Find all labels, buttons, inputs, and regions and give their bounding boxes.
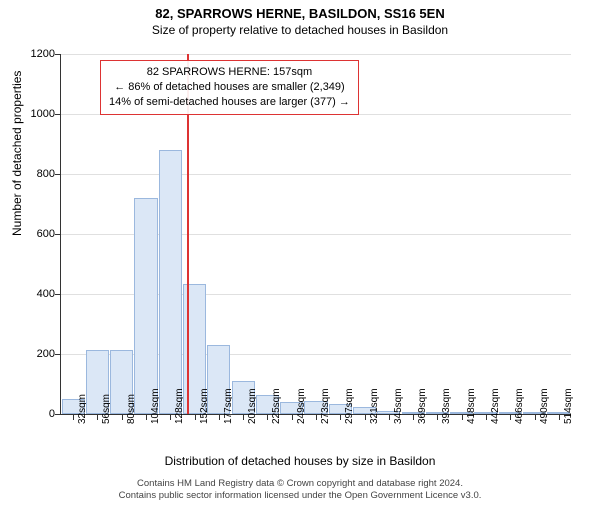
y-tick-label: 800 [15,168,55,180]
x-tick [243,414,244,420]
y-tick [55,354,61,355]
x-tick-label: 418sqm [466,388,477,424]
y-tick-label: 1200 [15,48,55,60]
x-tick [146,414,147,420]
x-tick [97,414,98,420]
histogram-bar [159,150,182,414]
x-tick-label: 466sqm [514,388,525,424]
chart-title-main: 82, SPARROWS HERNE, BASILDON, SS16 5EN [0,6,600,21]
x-tick [535,414,536,420]
annotation-line-1: 82 SPARROWS HERNE: 157sqm [109,65,350,80]
y-tick-label: 400 [15,288,55,300]
x-tick [73,414,74,420]
footer-line-2: Contains public sector information licen… [0,490,600,502]
y-tick [55,294,61,295]
attribution-footer: Contains HM Land Registry data © Crown c… [0,478,600,502]
y-tick-label: 1000 [15,108,55,120]
y-tick [55,114,61,115]
annotation-line-2: ← 86% of detached houses are smaller (2,… [109,80,350,95]
x-axis-label: Distribution of detached houses by size … [0,454,600,468]
gridline [61,54,571,55]
x-tick-label: 514sqm [563,388,574,424]
histogram-bar [134,198,157,414]
x-tick-label: 393sqm [441,388,452,424]
chart-title-sub: Size of property relative to detached ho… [0,23,600,37]
x-tick [170,414,171,420]
x-tick [340,414,341,420]
x-tick [195,414,196,420]
chart-area: 02004006008001000120032sqm56sqm80sqm104s… [60,54,570,414]
x-tick [292,414,293,420]
y-tick-label: 600 [15,228,55,240]
x-tick [219,414,220,420]
gridline [61,174,571,175]
x-tick [510,414,511,420]
x-tick [413,414,414,420]
footer-line-1: Contains HM Land Registry data © Crown c… [0,478,600,490]
y-tick [55,414,61,415]
y-tick-label: 0 [15,408,55,420]
y-tick [55,234,61,235]
y-tick-label: 200 [15,348,55,360]
reference-annotation-box: 82 SPARROWS HERNE: 157sqm ← 86% of detac… [100,60,359,115]
x-tick [365,414,366,420]
x-tick [316,414,317,420]
y-tick [55,54,61,55]
x-tick-label: 369sqm [417,388,428,424]
y-axis-label: Number of detached properties [10,71,24,236]
x-tick-label: 490sqm [539,388,550,424]
x-tick-label: 345sqm [393,388,404,424]
x-tick [437,414,438,420]
annotation-line-3: 14% of semi-detached houses are larger (… [109,95,350,110]
x-tick-label: 442sqm [490,388,501,424]
y-tick [55,174,61,175]
x-tick [486,414,487,420]
x-tick [389,414,390,420]
x-tick [122,414,123,420]
x-tick-label: 321sqm [369,388,380,424]
x-tick [267,414,268,420]
x-tick [462,414,463,420]
x-tick [559,414,560,420]
